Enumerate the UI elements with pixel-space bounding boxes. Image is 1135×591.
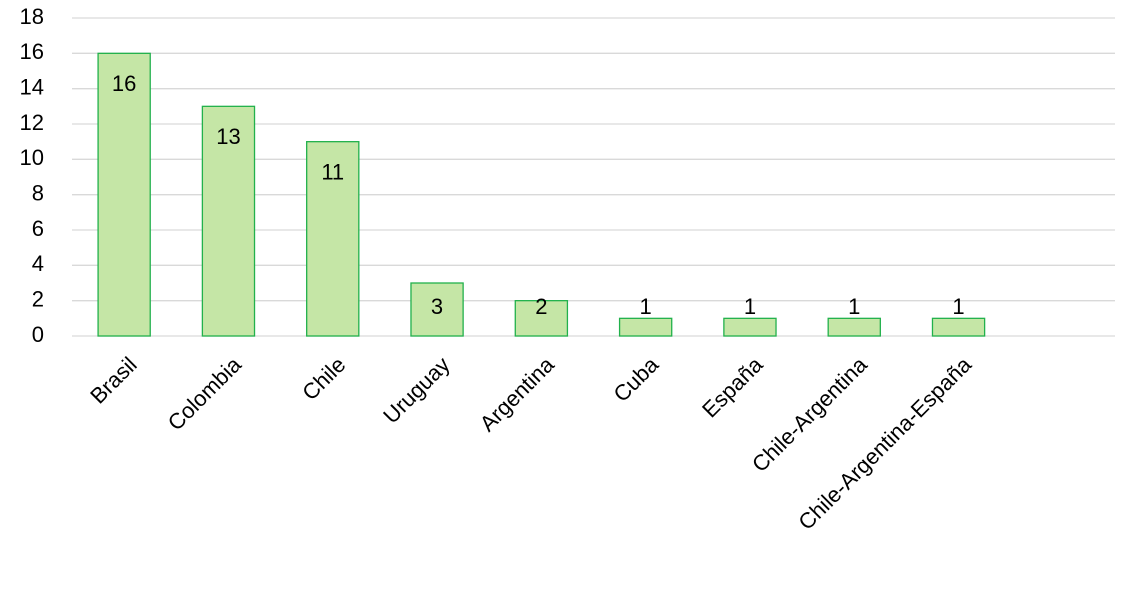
y-tick-label: 12 [20, 110, 44, 135]
y-tick-label: 10 [20, 145, 44, 170]
data-label: 1 [848, 294, 860, 319]
data-label: 1 [952, 294, 964, 319]
data-label: 1 [640, 294, 652, 319]
bar [931, 317, 986, 337]
y-tick-label: 2 [32, 286, 44, 311]
bar [410, 282, 464, 337]
x-tick-label: Cuba [608, 351, 663, 406]
data-label: 3 [431, 294, 443, 319]
y-tick-label: 8 [32, 180, 44, 205]
data-label: 16 [112, 71, 136, 96]
bar [827, 317, 881, 337]
x-tick-label: Colombia [163, 351, 247, 435]
x-tick-label: Argentina [475, 351, 560, 436]
y-tick-label: 14 [20, 74, 44, 99]
bar [97, 52, 151, 337]
x-tick-label: España [697, 351, 768, 422]
x-tick-label: Chile-Argentina-España [793, 351, 976, 534]
y-tick-label: 4 [32, 251, 44, 276]
bar [723, 317, 777, 337]
bar [201, 105, 256, 337]
data-label: 1 [744, 294, 756, 319]
x-tick-label: Chile [297, 352, 350, 405]
x-tick-label: Brasil [85, 352, 142, 409]
data-label: 11 [321, 159, 344, 184]
y-tick-label: 6 [32, 216, 44, 241]
y-tick-label: 0 [32, 322, 44, 347]
y-tick-label: 18 [20, 4, 44, 29]
bar [514, 300, 569, 337]
x-tick-label: Uruguay [378, 352, 454, 428]
bar [306, 141, 360, 337]
y-tick-label: 16 [20, 39, 44, 64]
bar [618, 317, 673, 337]
data-label: 2 [535, 294, 547, 319]
data-label: 13 [216, 124, 240, 149]
